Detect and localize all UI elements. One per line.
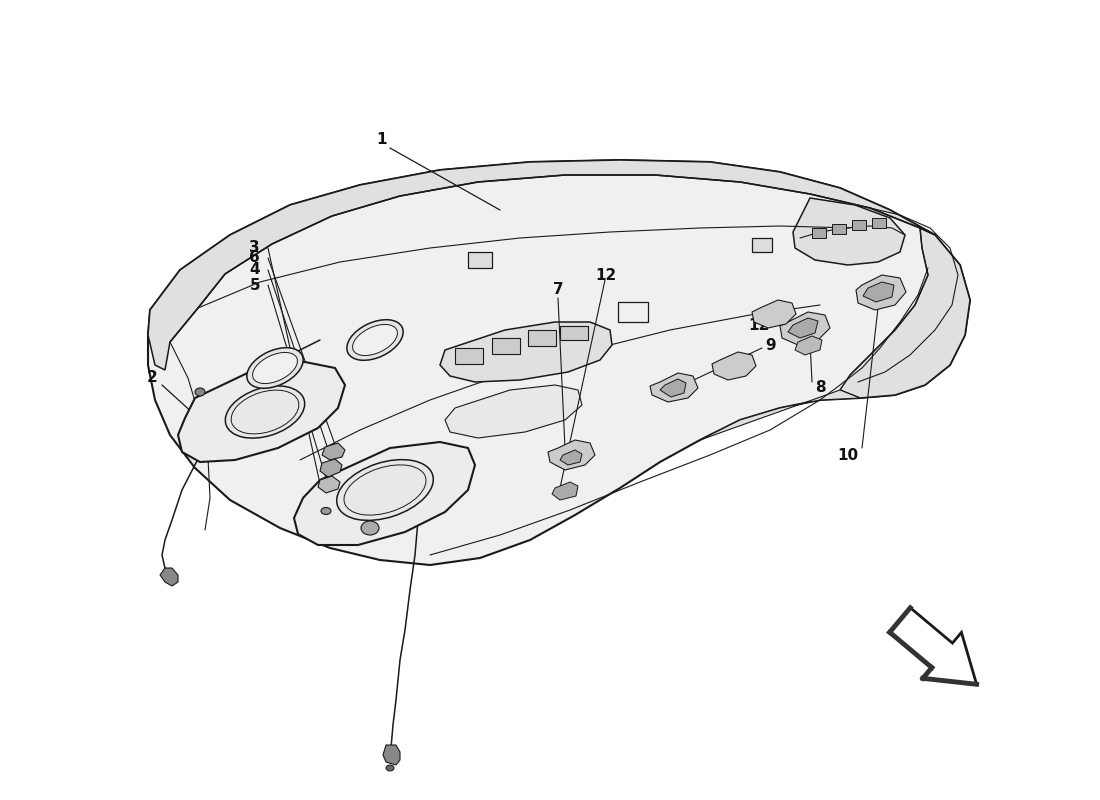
Polygon shape — [446, 385, 582, 438]
Polygon shape — [320, 459, 342, 477]
Polygon shape — [148, 160, 970, 565]
Bar — [872, 218, 886, 228]
Ellipse shape — [353, 325, 397, 355]
Text: 8: 8 — [815, 381, 826, 395]
Ellipse shape — [246, 348, 304, 388]
Ellipse shape — [346, 320, 404, 360]
Bar — [492, 338, 520, 354]
Text: 12: 12 — [595, 267, 616, 282]
Ellipse shape — [195, 388, 205, 396]
Text: 10: 10 — [837, 447, 858, 462]
Polygon shape — [700, 390, 860, 440]
Polygon shape — [712, 352, 756, 380]
Ellipse shape — [321, 507, 331, 514]
Polygon shape — [793, 198, 905, 265]
Ellipse shape — [361, 521, 379, 535]
Polygon shape — [322, 443, 345, 460]
Text: 4: 4 — [250, 262, 260, 278]
Bar — [752, 238, 772, 252]
Text: 2: 2 — [146, 370, 157, 386]
Polygon shape — [650, 373, 699, 402]
Ellipse shape — [226, 386, 305, 438]
Ellipse shape — [337, 460, 433, 520]
Polygon shape — [788, 318, 818, 338]
Text: 7: 7 — [552, 282, 563, 298]
Bar — [528, 330, 556, 346]
Polygon shape — [160, 568, 178, 586]
Polygon shape — [294, 442, 475, 545]
Bar — [812, 228, 826, 238]
Text: 5: 5 — [250, 278, 260, 293]
Polygon shape — [148, 160, 935, 370]
Text: 9: 9 — [764, 338, 776, 353]
Bar — [618, 302, 648, 322]
Polygon shape — [178, 362, 345, 462]
Polygon shape — [660, 379, 686, 397]
Ellipse shape — [324, 478, 336, 486]
Ellipse shape — [386, 765, 394, 771]
Bar — [455, 348, 483, 364]
Polygon shape — [318, 476, 340, 493]
Polygon shape — [856, 275, 906, 310]
Polygon shape — [864, 282, 894, 302]
Polygon shape — [780, 312, 830, 345]
Text: 6: 6 — [250, 250, 260, 266]
Text: 12: 12 — [748, 318, 769, 333]
Polygon shape — [840, 228, 970, 398]
Text: 3: 3 — [250, 241, 260, 255]
Polygon shape — [890, 608, 977, 684]
Polygon shape — [440, 322, 612, 382]
Polygon shape — [752, 300, 796, 328]
Polygon shape — [383, 745, 400, 765]
Polygon shape — [560, 450, 582, 465]
Bar — [852, 220, 866, 230]
Polygon shape — [552, 482, 578, 500]
Ellipse shape — [253, 353, 297, 383]
Polygon shape — [548, 440, 595, 470]
Bar — [560, 326, 588, 340]
Bar — [468, 252, 492, 268]
Bar — [832, 224, 846, 234]
Text: 1: 1 — [376, 133, 387, 147]
Polygon shape — [795, 336, 822, 355]
